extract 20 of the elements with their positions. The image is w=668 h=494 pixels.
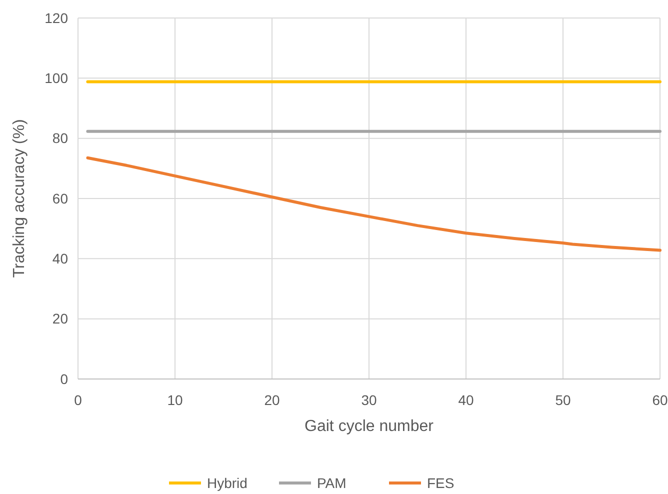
x-tick-label: 0 xyxy=(74,392,82,408)
y-tick-label: 20 xyxy=(52,310,68,327)
x-tick-label: 20 xyxy=(264,392,280,408)
legend-label: PAM xyxy=(317,474,346,491)
y-tick-label: 40 xyxy=(52,250,68,267)
y-tick-label: 0 xyxy=(60,370,68,387)
y-tick-label: 100 xyxy=(44,70,68,86)
y-tick-label: 80 xyxy=(52,130,68,146)
legend-label: FES xyxy=(427,474,454,491)
line-series xyxy=(86,156,662,252)
x-tick-label: 60 xyxy=(652,392,668,408)
legend-label: Hybrid xyxy=(207,474,248,491)
x-axis-title: Gait cycle number xyxy=(304,418,434,435)
x-tick-label: 50 xyxy=(555,392,571,408)
x-tick-label: 10 xyxy=(167,392,183,408)
x-tick-label: 40 xyxy=(458,392,474,408)
y-axis-title: Tracking accuracy (%) xyxy=(11,119,28,278)
x-tick-label: 30 xyxy=(361,392,377,408)
y-tick-label: 120 xyxy=(44,10,68,26)
y-tick-label: 60 xyxy=(52,190,68,206)
